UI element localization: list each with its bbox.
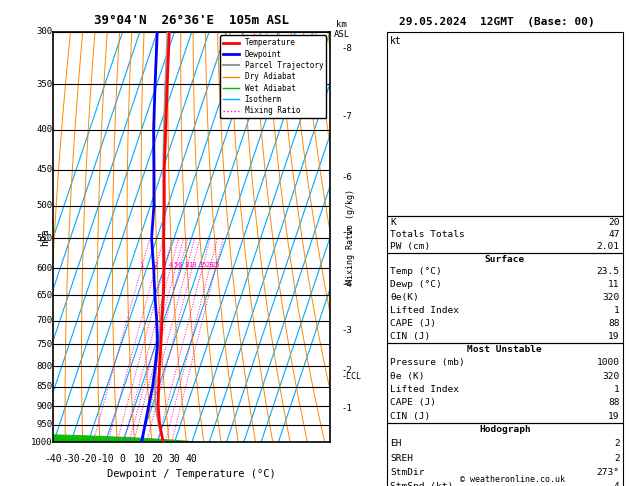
Text: km: km: [336, 20, 347, 29]
Text: 40: 40: [186, 454, 198, 465]
Text: 950: 950: [36, 420, 52, 429]
Text: Totals Totals: Totals Totals: [390, 230, 465, 239]
Text: -2: -2: [342, 366, 352, 375]
Text: 600: 600: [36, 263, 52, 273]
Text: θe (K): θe (K): [390, 371, 425, 381]
Text: -8: -8: [342, 44, 352, 53]
Text: 1000: 1000: [596, 358, 620, 367]
Text: 1: 1: [140, 262, 143, 268]
Text: 750: 750: [36, 340, 52, 348]
Text: 29.05.2024  12GMT  (Base: 00): 29.05.2024 12GMT (Base: 00): [399, 17, 595, 27]
Text: 900: 900: [36, 402, 52, 411]
Text: K: K: [390, 218, 396, 227]
Text: 23.5: 23.5: [596, 267, 620, 277]
Text: hPa: hPa: [40, 228, 50, 246]
Text: 20: 20: [206, 262, 214, 268]
Text: Most Unstable: Most Unstable: [467, 345, 542, 354]
Text: 3: 3: [162, 262, 166, 268]
Text: Lifted Index: Lifted Index: [390, 385, 459, 394]
Text: 19: 19: [608, 332, 620, 341]
Text: CIN (J): CIN (J): [390, 412, 430, 421]
Text: 39°04'N  26°36'E  105m ASL: 39°04'N 26°36'E 105m ASL: [94, 14, 289, 27]
Text: EH: EH: [390, 439, 401, 449]
Text: -LCL: -LCL: [342, 372, 362, 381]
Text: 5: 5: [174, 262, 178, 268]
Text: -5: -5: [342, 227, 352, 237]
Text: 0: 0: [120, 454, 126, 465]
Text: Pressure (mb): Pressure (mb): [390, 358, 465, 367]
Text: -1: -1: [342, 404, 352, 413]
Text: 11: 11: [608, 280, 620, 289]
Text: -3: -3: [342, 326, 352, 335]
Text: Hodograph: Hodograph: [479, 425, 531, 434]
Text: 88: 88: [608, 319, 620, 328]
Text: 650: 650: [36, 291, 52, 300]
Text: 273°: 273°: [596, 468, 620, 477]
Text: SREH: SREH: [390, 453, 413, 463]
Text: 350: 350: [36, 80, 52, 88]
Text: 20: 20: [152, 454, 163, 465]
Text: -10: -10: [96, 454, 114, 465]
Text: 500: 500: [36, 201, 52, 210]
Text: -30: -30: [62, 454, 80, 465]
Text: StmDir: StmDir: [390, 468, 425, 477]
Legend: Temperature, Dewpoint, Parcel Trajectory, Dry Adiabat, Wet Adiabat, Isotherm, Mi: Temperature, Dewpoint, Parcel Trajectory…: [220, 35, 326, 118]
Text: CAPE (J): CAPE (J): [390, 319, 436, 328]
Text: 800: 800: [36, 362, 52, 371]
Text: 8: 8: [184, 262, 189, 268]
Text: -6: -6: [342, 173, 352, 182]
Text: 450: 450: [36, 165, 52, 174]
Text: 25: 25: [211, 262, 220, 268]
Text: 88: 88: [608, 398, 620, 407]
Text: 2: 2: [614, 439, 620, 449]
Text: CIN (J): CIN (J): [390, 332, 430, 341]
Text: 1: 1: [614, 306, 620, 315]
Text: Mixing Ratio (g/kg): Mixing Ratio (g/kg): [347, 190, 355, 284]
Text: 4: 4: [169, 262, 173, 268]
Text: 2.01: 2.01: [596, 242, 620, 251]
Text: 400: 400: [36, 125, 52, 134]
Text: 320: 320: [603, 293, 620, 302]
Text: 850: 850: [36, 382, 52, 391]
Text: PW (cm): PW (cm): [390, 242, 430, 251]
Text: CAPE (J): CAPE (J): [390, 398, 436, 407]
Text: 10: 10: [134, 454, 146, 465]
Text: 47: 47: [608, 230, 620, 239]
Text: Temp (°C): Temp (°C): [390, 267, 442, 277]
Text: 1000: 1000: [31, 438, 52, 447]
Text: 2: 2: [614, 453, 620, 463]
Text: 320: 320: [603, 371, 620, 381]
Text: Dewpoint / Temperature (°C): Dewpoint / Temperature (°C): [108, 469, 276, 479]
Text: -40: -40: [45, 454, 62, 465]
Text: StmSpd (kt): StmSpd (kt): [390, 482, 454, 486]
Text: 6: 6: [178, 262, 182, 268]
Text: 19: 19: [608, 412, 620, 421]
Text: kt: kt: [390, 36, 402, 47]
Text: 550: 550: [36, 234, 52, 243]
Text: 1: 1: [614, 385, 620, 394]
Text: 2: 2: [153, 262, 158, 268]
Text: Surface: Surface: [485, 255, 525, 263]
Text: 30: 30: [169, 454, 181, 465]
Text: -20: -20: [79, 454, 97, 465]
Text: 300: 300: [36, 27, 52, 36]
Text: 20: 20: [608, 218, 620, 227]
Text: 10: 10: [188, 262, 196, 268]
Text: ASL: ASL: [333, 30, 350, 39]
Text: -4: -4: [342, 280, 352, 289]
Text: 4: 4: [614, 482, 620, 486]
Text: 700: 700: [36, 316, 52, 325]
Text: 15: 15: [198, 262, 206, 268]
Text: Dewp (°C): Dewp (°C): [390, 280, 442, 289]
Text: © weatheronline.co.uk: © weatheronline.co.uk: [460, 474, 565, 484]
Text: Lifted Index: Lifted Index: [390, 306, 459, 315]
Text: θe(K): θe(K): [390, 293, 419, 302]
Text: -7: -7: [342, 112, 352, 121]
